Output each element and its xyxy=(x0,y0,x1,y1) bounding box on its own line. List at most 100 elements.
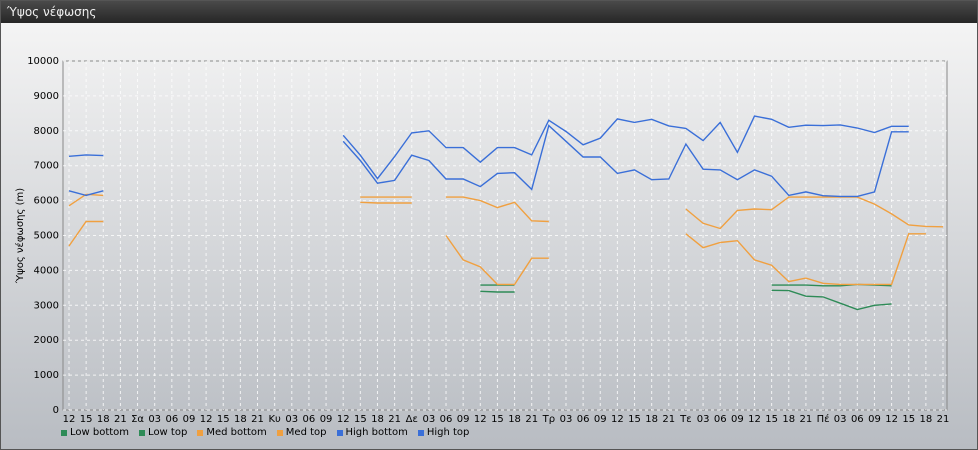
x-tick-label: 09 xyxy=(868,414,881,425)
x-tick-label: 03 xyxy=(285,414,298,425)
x-tick-label: 06 xyxy=(851,414,864,425)
y-tick-label: 6000 xyxy=(34,196,59,207)
x-tick-label: 21 xyxy=(662,414,675,425)
x-tick-label: 21 xyxy=(114,414,127,425)
y-tick-label: 8000 xyxy=(34,126,59,137)
x-tick-label: 06 xyxy=(577,414,590,425)
legend-swatch xyxy=(139,429,146,436)
x-tick-label: 09 xyxy=(457,414,470,425)
x-tick-label: 21 xyxy=(800,414,813,425)
series-line-low-bottom xyxy=(771,289,892,311)
series-line-low-bottom xyxy=(480,290,515,293)
x-tick-label: Τρ xyxy=(542,414,555,425)
legend-swatch xyxy=(61,429,67,436)
legend-swatch xyxy=(417,429,424,436)
series-line-med-bottom xyxy=(685,233,926,286)
series-line-high-top xyxy=(68,154,104,157)
x-tick-label: 15 xyxy=(628,414,641,425)
series-line-med-top xyxy=(446,196,549,223)
cloud-height-chart: 0 1000 2000 3000 4000 5000 6000 7000 8000 9000 100… xyxy=(14,56,950,425)
x-tick-label: 03 xyxy=(834,414,847,425)
x-tick-label: Δε xyxy=(406,414,418,425)
legend-label: High top xyxy=(426,427,470,438)
y-tick-label: 2000 xyxy=(34,335,59,346)
y-tick-label: 4000 xyxy=(34,265,59,276)
x-tick-label: 03 xyxy=(697,414,710,425)
x-tick-label: 18 xyxy=(782,414,795,425)
x-tick-label: 18 xyxy=(645,414,658,425)
x-tick-label: 21 xyxy=(251,414,264,425)
x-tick-label: 15 xyxy=(354,414,367,425)
x-tick-label: 15 xyxy=(217,414,230,425)
x-tick-label: 12 xyxy=(611,414,624,425)
y-tick-label: 5000 xyxy=(34,231,59,242)
series-line-high-bottom xyxy=(68,190,104,197)
window-title: Ύψος νέφωσης xyxy=(1,1,977,23)
x-tick-label: 12 xyxy=(63,414,76,425)
x-tick-label: 12 xyxy=(337,414,350,425)
y-axis-label: Ύψος νέφωσης (m) xyxy=(14,188,26,284)
x-tick-label: 03 xyxy=(148,414,161,425)
chart-legend: Low bottom Low top Med bottom Med top High b… xyxy=(61,427,469,438)
x-tick-label: 03 xyxy=(560,414,573,425)
x-tick-label: 09 xyxy=(320,414,333,425)
x-tick-label: 18 xyxy=(371,414,384,425)
legend-item: Low top xyxy=(139,427,187,438)
legend-label: Med bottom xyxy=(206,427,267,438)
x-tick-label: 06 xyxy=(714,414,727,425)
x-tick-label: 09 xyxy=(594,414,607,425)
x-tick-label: 15 xyxy=(902,414,915,425)
x-tick-label: 18 xyxy=(234,414,247,425)
x-tick-label: 09 xyxy=(183,414,196,425)
y-tick-label: 0 xyxy=(53,405,59,416)
series-line-med-bottom xyxy=(360,201,412,204)
y-tick-label: 9000 xyxy=(34,91,59,102)
x-tick-label: 06 xyxy=(303,414,316,425)
x-tick-label: 06 xyxy=(440,414,453,425)
x-tick-label: Τε xyxy=(679,414,692,425)
x-tick-label: 12 xyxy=(200,414,213,425)
chart-area: 0 1000 2000 3000 4000 5000 6000 7000 8000 9000 100… xyxy=(1,23,977,449)
x-tick-label: 06 xyxy=(165,414,178,425)
legend-label: Low top xyxy=(148,427,188,438)
x-tick-label: 12 xyxy=(885,414,898,425)
x-tick-label: 18 xyxy=(919,414,932,425)
x-tick-label: 18 xyxy=(97,414,110,425)
series-line-high-top xyxy=(342,115,909,180)
x-tick-label: Σα xyxy=(131,414,144,425)
x-tick-label: 21 xyxy=(937,414,950,425)
legend-swatch xyxy=(336,429,343,436)
legend-label: Med top xyxy=(285,427,327,438)
legend-item: Med bottom xyxy=(197,427,267,438)
legend-label: High bottom xyxy=(345,427,408,438)
x-tick-label: 03 xyxy=(423,414,436,425)
series-line-med-bottom xyxy=(445,235,549,286)
x-tick-label: 18 xyxy=(508,414,521,425)
y-tick-label: 3000 xyxy=(34,300,59,311)
series-line-med-top xyxy=(68,193,104,207)
x-tick-label: 12 xyxy=(748,414,761,425)
x-tick-label: Κυ xyxy=(268,414,281,425)
x-tick-label: 21 xyxy=(525,414,538,425)
x-tick-label: Πέ xyxy=(817,413,830,425)
legend-item: High top xyxy=(417,427,470,438)
legend-item: Low bottom xyxy=(61,427,129,438)
y-tick-label: 1000 xyxy=(34,370,59,381)
y-tick-label: 10000 xyxy=(27,56,59,67)
legend-label: Low bottom xyxy=(70,427,130,438)
y-tick-label: 7000 xyxy=(34,161,59,172)
series-line-high-bottom xyxy=(342,124,909,198)
x-tick-label: 09 xyxy=(731,414,744,425)
legend-item: High bottom xyxy=(336,427,408,438)
x-tick-label: 15 xyxy=(80,414,93,425)
x-tick-label: 15 xyxy=(765,414,778,425)
legend-swatch xyxy=(197,429,204,436)
x-tick-label: 12 xyxy=(474,414,487,425)
x-tick-label: 21 xyxy=(388,414,401,425)
series-line-med-top xyxy=(685,196,944,230)
legend-item: Med top xyxy=(276,427,327,438)
series-line-med-bottom xyxy=(68,220,104,247)
x-tick-label: 15 xyxy=(491,414,504,425)
legend-swatch xyxy=(276,429,283,436)
